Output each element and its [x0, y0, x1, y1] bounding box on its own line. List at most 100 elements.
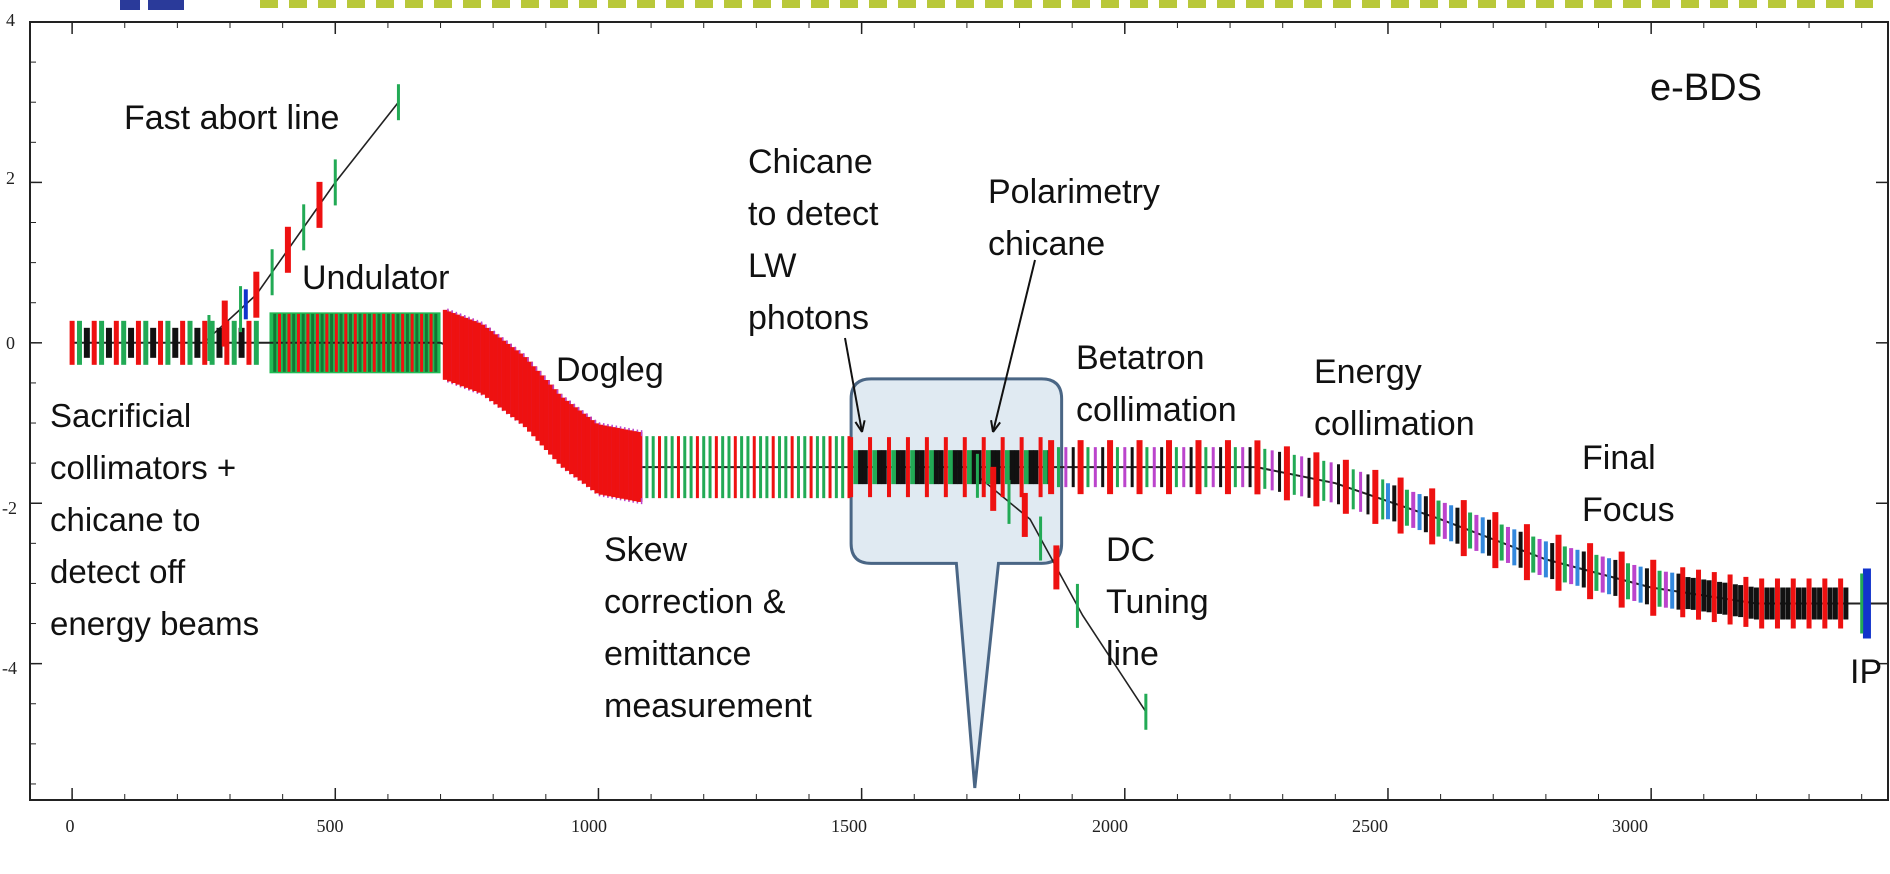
chicane-magnet	[1000, 437, 1005, 498]
header-dot	[1710, 0, 1728, 8]
undulator-magnet	[277, 313, 281, 372]
collimation-magnet	[1204, 447, 1208, 488]
dogleg-dipole	[514, 350, 521, 421]
tuning-magnet	[990, 466, 997, 511]
y-tick-label: 2	[6, 168, 15, 188]
beamline-magnet	[165, 320, 171, 365]
x-tick-label: 0	[65, 816, 75, 836]
header-dot	[260, 0, 278, 8]
beamline-magnet	[238, 327, 245, 358]
collimation-magnet	[1136, 440, 1143, 495]
chicane-magnet	[862, 450, 868, 485]
final-focus-magnet	[1727, 574, 1733, 625]
dogleg-dipole	[573, 407, 580, 478]
dogleg-dipole	[607, 426, 614, 497]
abort-magnet	[302, 204, 306, 251]
y-tick-label: 0	[6, 333, 15, 353]
chicane-magnet	[952, 450, 958, 485]
abort-beamline	[203, 101, 400, 344]
dogleg-dipole	[594, 423, 601, 494]
final-focus-magnet	[1512, 529, 1517, 566]
dogleg-dipole	[539, 375, 546, 446]
collimation-magnet	[1152, 447, 1156, 488]
collimation-magnet	[1211, 447, 1215, 488]
header-dot	[811, 0, 829, 8]
final-focus-magnet	[1499, 524, 1504, 561]
undulator-magnet	[405, 313, 409, 372]
chicane-magnet	[858, 450, 864, 485]
final-focus-magnet	[1581, 551, 1586, 588]
final-focus-magnet	[1518, 531, 1523, 568]
abort-magnet	[239, 286, 243, 333]
header-dot	[1130, 0, 1148, 8]
dogleg-label: Dogleg	[556, 351, 664, 389]
dogleg-dipole	[602, 425, 609, 496]
skew-magnet	[815, 436, 819, 499]
header-dot	[1826, 0, 1844, 8]
ip-magnet	[1862, 568, 1871, 639]
final-focus-magnet	[1569, 548, 1574, 585]
abort-magnet	[333, 159, 337, 206]
undulator-magnet	[372, 313, 376, 372]
collimation-magnet	[1182, 447, 1186, 488]
chicane-magnet	[886, 437, 891, 498]
skew-magnet	[834, 436, 838, 499]
undulator-magnet	[325, 313, 329, 372]
header-dot	[550, 0, 568, 8]
header-dot	[289, 0, 307, 8]
header-dot	[1014, 0, 1032, 8]
tuning-magnet	[1007, 479, 1011, 524]
collimation-magnet	[1093, 447, 1097, 488]
undulator-magnet	[391, 313, 395, 372]
chicane-lw-label: Chicane to detect LW photons	[748, 143, 879, 337]
final-focus-magnet	[1455, 507, 1460, 544]
final-focus-magnet	[1717, 581, 1723, 614]
final-focus-magnet	[1625, 563, 1630, 600]
chicane-magnet	[1009, 450, 1015, 485]
undulator-magnet	[296, 313, 300, 372]
final-focus-magnet	[1417, 494, 1422, 531]
final-focus-magnet	[1753, 587, 1759, 620]
final-focus-magnet	[1811, 587, 1817, 620]
undulator-label: Undulator	[302, 259, 450, 297]
final-focus-magnet	[1505, 526, 1510, 563]
skew-magnet	[752, 436, 756, 499]
final-focus-magnet	[1774, 578, 1780, 629]
chicane-magnet	[962, 437, 967, 498]
beamline-magnet	[69, 320, 75, 365]
skew-magnet	[796, 436, 800, 499]
dogleg-dipole	[480, 324, 487, 395]
ip-label: IP	[1850, 653, 1883, 691]
abort-magnet	[270, 249, 274, 296]
collimation-magnet	[1056, 447, 1060, 488]
beamline-magnet	[216, 327, 223, 358]
undulator-magnet	[287, 313, 291, 372]
dogleg-dipole	[556, 393, 563, 464]
chicane-magnet	[868, 437, 873, 498]
skew-magnet	[683, 436, 687, 499]
x-tick-label: 3000	[1612, 816, 1648, 836]
final-focus-label: Final Focus	[1582, 439, 1675, 529]
final-focus-magnet	[1449, 505, 1454, 542]
final-focus-magnet	[1555, 534, 1562, 591]
dogleg-dipole	[560, 397, 567, 468]
final-focus-magnet	[1790, 578, 1796, 629]
abort-magnet	[253, 271, 260, 318]
skew-magnet	[714, 436, 718, 499]
header-dot	[579, 0, 597, 8]
dogleg-dipole	[531, 366, 538, 437]
y-tick-label: -4	[2, 658, 17, 678]
dogleg-dipole	[447, 311, 454, 382]
tuning-magnet	[1021, 492, 1028, 537]
collimation-magnet	[1160, 447, 1164, 488]
beamline-magnet	[194, 327, 201, 358]
collimation-magnet	[1263, 448, 1267, 489]
final-focus-magnet	[1785, 587, 1791, 620]
skew-magnet	[790, 436, 794, 499]
dogleg-dipole	[590, 420, 597, 491]
undulator-magnet	[301, 313, 305, 372]
header-dot	[1304, 0, 1322, 8]
final-focus-magnet	[1743, 576, 1749, 627]
skew-magnet	[765, 436, 769, 499]
header-dot	[1565, 0, 1583, 8]
